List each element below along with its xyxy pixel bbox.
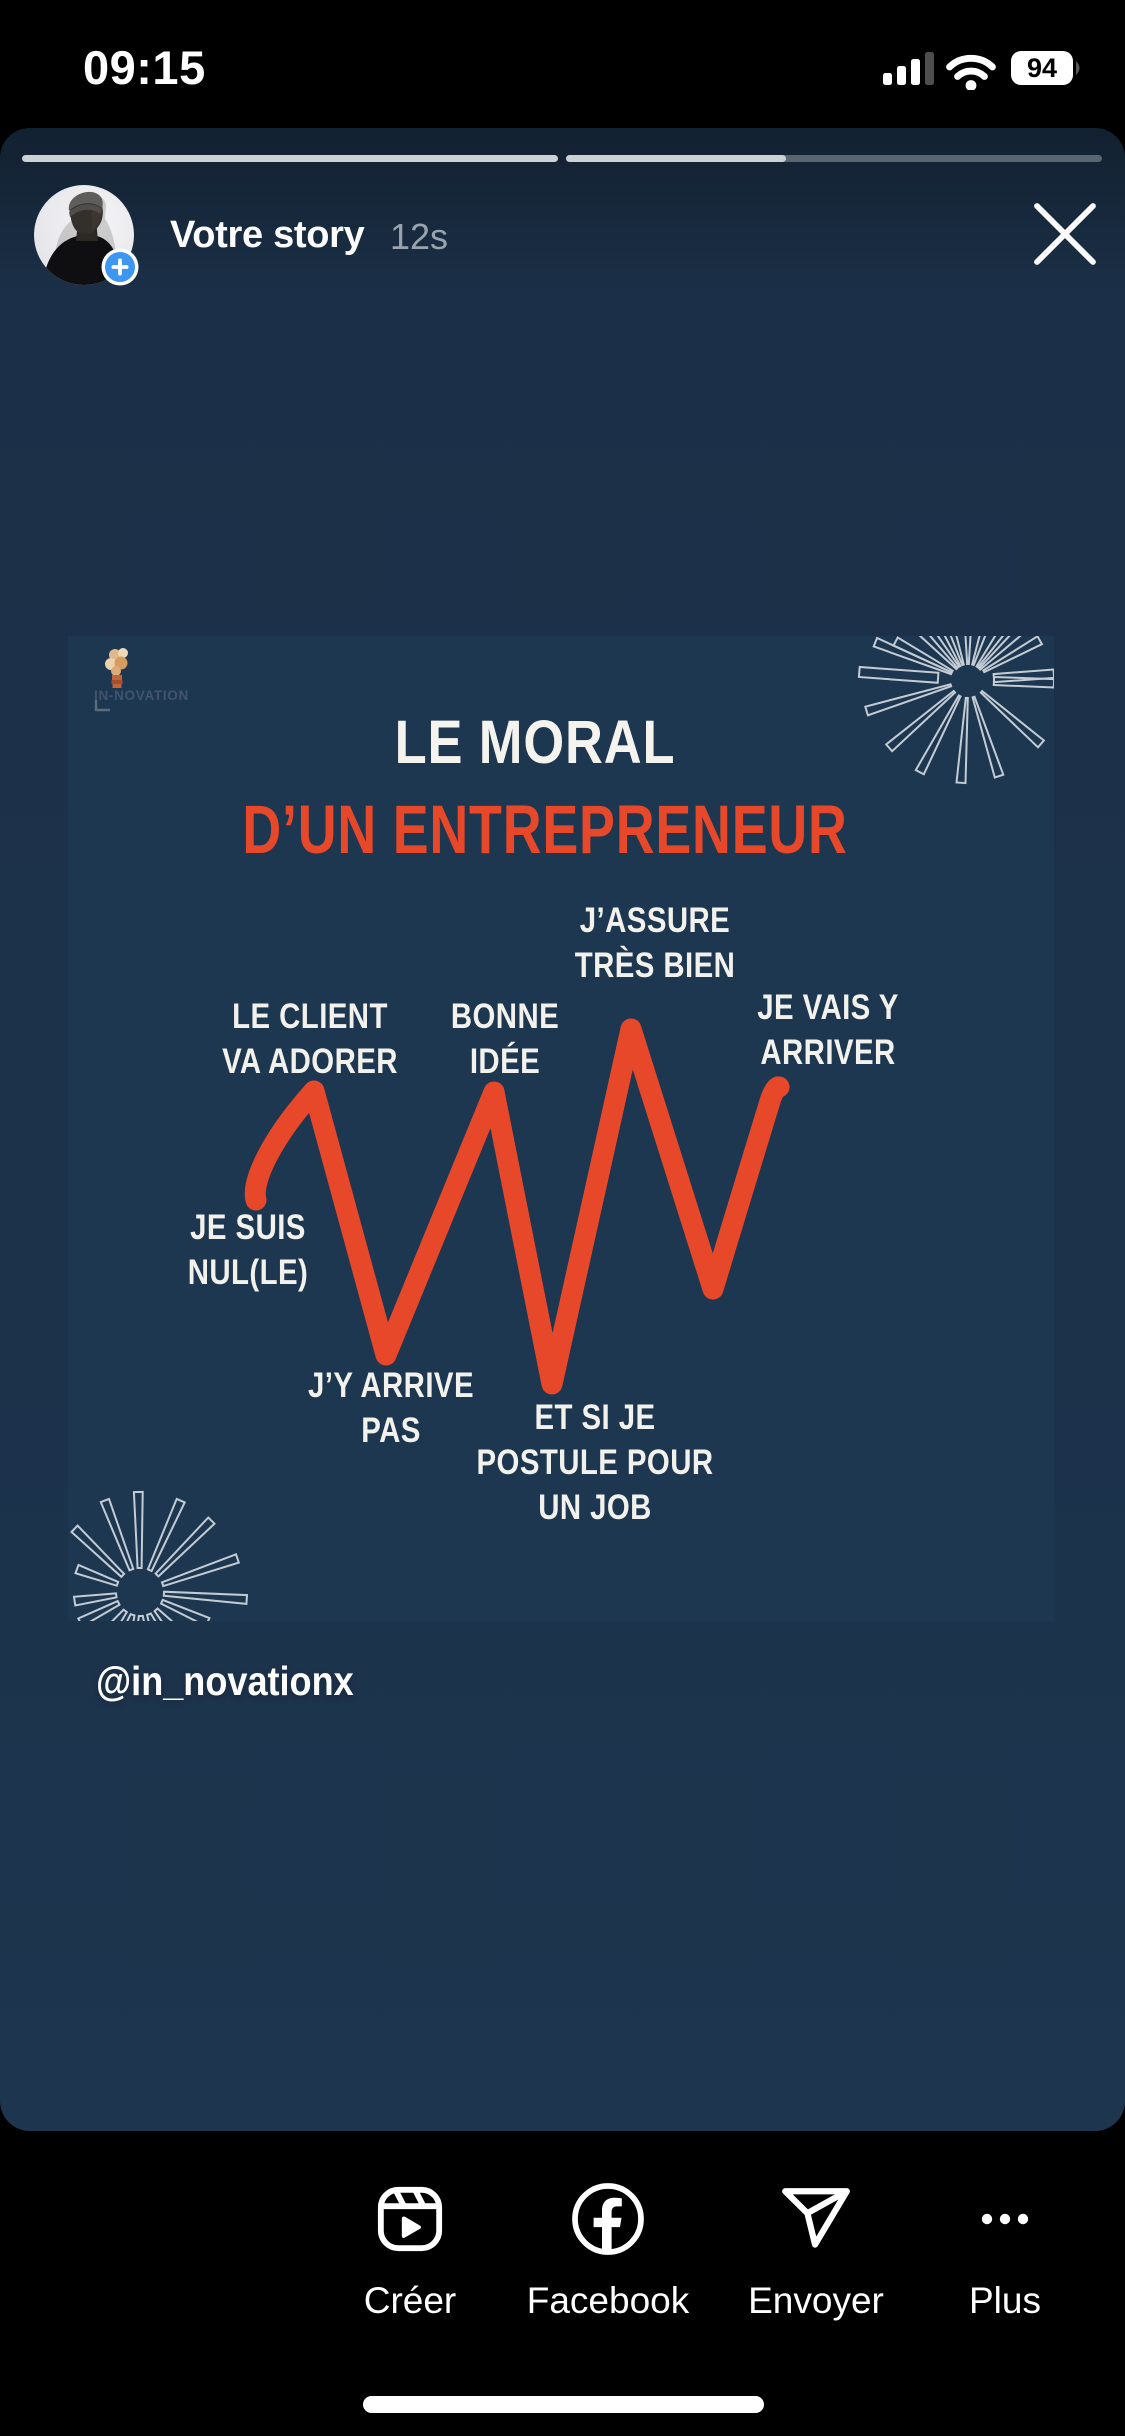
svg-text:94: 94 bbox=[1027, 53, 1057, 83]
svg-text:IN-NOVATION: IN-NOVATION bbox=[94, 688, 189, 703]
